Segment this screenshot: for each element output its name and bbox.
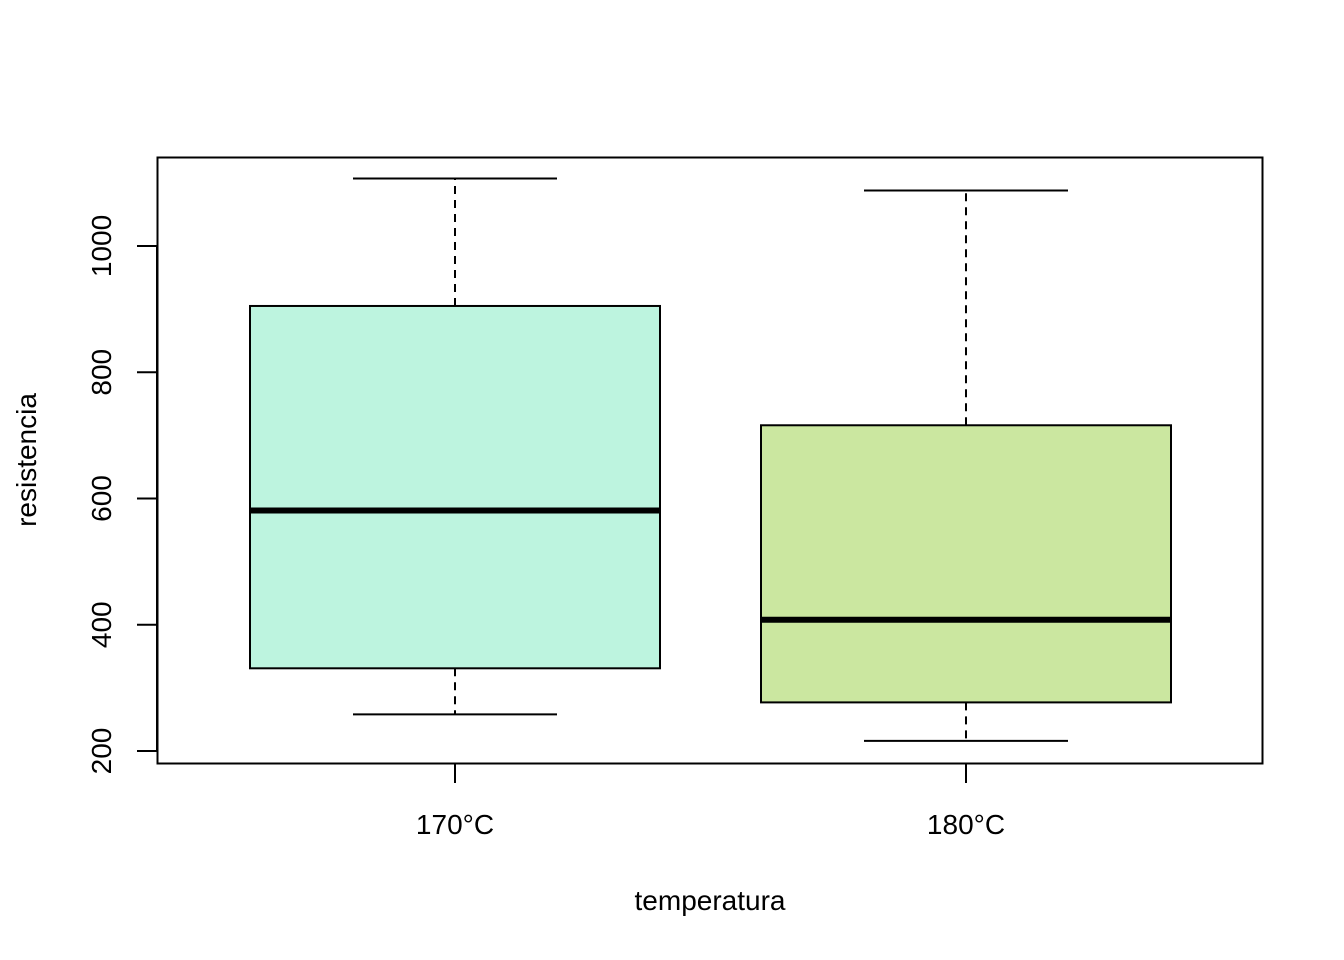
y-axis: 200 400 600 800 1000	[86, 215, 158, 775]
y-tick-label: 400	[86, 601, 117, 648]
x-axis-title: temperatura	[635, 885, 786, 916]
boxes-layer	[249, 177, 1172, 742]
box-group	[249, 177, 661, 716]
x-tick-label: 180°C	[927, 809, 1005, 840]
y-tick-label: 600	[86, 475, 117, 522]
y-tick-label: 1000	[86, 215, 117, 277]
box	[760, 424, 1172, 704]
box	[249, 304, 661, 670]
x-axis: 170°C 180°C	[416, 763, 1005, 840]
y-axis-title: resistencia	[11, 393, 42, 527]
y-tick-label: 200	[86, 728, 117, 775]
box-group	[760, 189, 1172, 742]
y-tick-label: 800	[86, 349, 117, 396]
x-tick-label: 170°C	[416, 809, 494, 840]
